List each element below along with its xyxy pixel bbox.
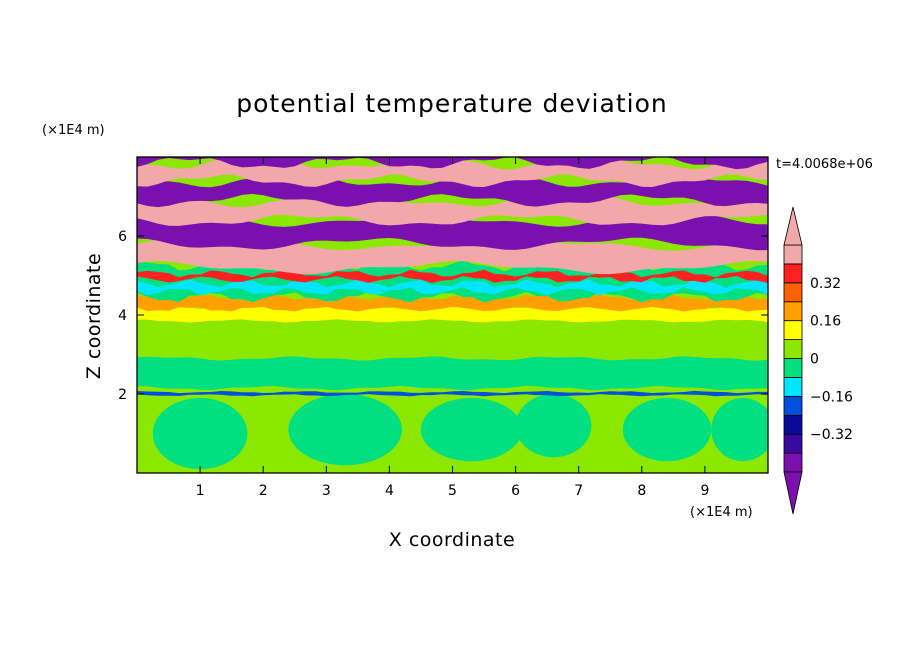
colorbar-tick-label: −0.16 [810,389,853,405]
colorbar: 0.32 0.16 0 −0.16 −0.32 [783,206,853,515]
x-tick-label: 4 [385,483,394,499]
cell-2 [420,398,522,462]
colorbar-swatch [783,301,803,322]
x-tick-label: 5 [448,483,457,499]
colorbar-swatch [783,433,803,454]
colorbar-swatch [783,395,803,416]
x-axis-label: X coordinate [389,529,515,551]
stripe-2 [137,193,768,226]
y-axis-ticks: 2 4 6 [118,229,768,403]
cell-4 [622,398,712,462]
chart-title: potential temperature deviation [236,89,667,118]
colorbar-over-arrow [783,206,803,246]
x-tick-label: 1 [196,483,205,499]
x-tick-label: 6 [511,483,520,499]
cell-0 [152,397,248,470]
x-tick-label: 2 [259,483,268,499]
x-axis-unit: (×1E4 m) [690,505,753,520]
y-axis-label: Z coordinate [83,253,105,379]
colorbar-tick-label: 0.32 [810,276,841,292]
x-axis-ticks: 1 2 3 4 5 6 7 8 9 [196,157,709,499]
colorbar-under-arrow [783,471,803,515]
colorbar-tick-label: 0 [810,352,819,368]
colorbar-swatch [783,320,803,340]
x-tick-label: 7 [574,483,583,499]
cell-1 [288,394,403,466]
colorbar-tick-label: 0.16 [810,314,841,330]
colorbar-swatch [783,452,803,473]
inversion-line [137,390,768,397]
colorbar-swatch [783,358,803,378]
colorbar-swatch [783,339,803,359]
colorbar-tick-label: −0.32 [810,427,853,443]
cell-5 [711,398,768,462]
y-tick-label: 4 [118,308,127,324]
y-tick-label: 2 [118,387,127,403]
mid-band-green [137,356,768,391]
cyan-streak [137,279,768,296]
stripe-0 [137,237,768,275]
x-tick-label: 9 [700,483,709,499]
contour-field [137,157,768,473]
y-tick-label: 6 [118,229,127,245]
colorbar-swatch [783,414,803,435]
time-label: t=4.0068e+06 [776,157,873,172]
colorbar-swatch [783,244,803,265]
colorbar-swatch [783,377,803,397]
colorbar-swatch [783,282,803,303]
x-tick-label: 8 [637,483,646,499]
colorbar-swatch [783,263,803,284]
y-axis-unit: (×1E4 m) [42,123,105,138]
orange-band [137,294,768,312]
x-tick-label: 3 [322,483,331,499]
cell-3 [515,394,592,458]
